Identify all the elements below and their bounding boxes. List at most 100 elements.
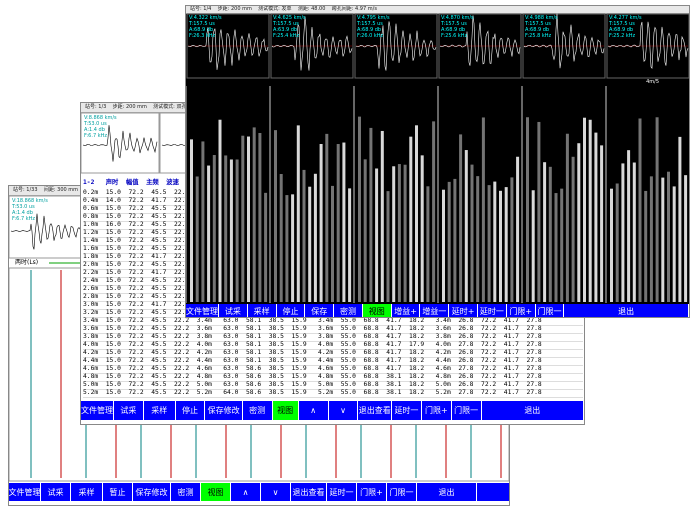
table-header: 1-2 声时 幅值 主频 波速 测点: [83, 179, 200, 186]
table-row: 4.8m 15.0 72.2 45.5 22.2 4.8m 63.0 58.6 …: [83, 373, 583, 382]
scan-bar: [678, 136, 682, 302]
info-line: F:25.8 kHz: [525, 33, 552, 39]
toolbar-button[interactable]: 试采: [41, 483, 71, 501]
table-row: 4.2m 15.0 72.2 45.5 22.2 4.2m 63.0 58.1 …: [83, 349, 583, 358]
toolbar-button[interactable]: 保存: [305, 304, 335, 317]
toolbar-button[interactable]: 暂止: [103, 483, 133, 501]
info-line: V:4.988 km/s: [525, 15, 558, 21]
info-line: T:157.5 us: [189, 21, 215, 27]
scan-bar: [229, 159, 233, 302]
toolbar-button[interactable]: 退出: [564, 304, 689, 317]
toolbar-button[interactable]: 文件管理: [9, 483, 41, 501]
toolbar-button[interactable]: 延时+: [449, 304, 479, 317]
toolbar-button[interactable]: 退出: [482, 401, 584, 420]
wave-info: V:4.625 km/s T:157.5 us A:63.9 db F:25.4 kH…: [273, 15, 306, 39]
toolbar-button[interactable]: 门限一: [387, 483, 417, 501]
toolbar-button[interactable]: 密测: [243, 401, 273, 420]
waveform: [82, 125, 158, 162]
toolbar-button[interactable]: 采样: [71, 483, 103, 501]
toolbar-button[interactable]: 采样: [144, 401, 176, 420]
scan-bar: [212, 155, 216, 302]
scan-bar: [420, 155, 424, 302]
info-line: F:26.3 kHz: [189, 33, 216, 39]
info-line: A:63.9 db: [273, 27, 298, 33]
toolbar-button[interactable]: ∨: [329, 401, 359, 420]
toolbar-button[interactable]: 退出: [417, 483, 477, 501]
front-window: 站号: 1/4 步距: 200 mm 测试模式: 发单 测距: 48.00 跨孔…: [185, 5, 690, 318]
waveform: [187, 27, 269, 70]
toolbar-button[interactable]: 保存修改: [133, 483, 171, 501]
info-line: T:53.0 us: [84, 121, 107, 127]
info-line: F:26.0 kHz: [357, 33, 384, 39]
scan-bar: [638, 118, 642, 302]
toolbar-button[interactable]: 门限一: [452, 401, 482, 420]
toolbar-button[interactable]: 延时一: [478, 304, 507, 317]
table-row: 3.4m 15.0 72.2 45.5 22.2 3.4m 63.0 58.1 …: [83, 317, 583, 326]
table-row: 4.4m 15.0 72.2 45.5 22.2 4.4m 63.0 58.1 …: [83, 357, 583, 366]
scan-bar: [543, 162, 547, 302]
scan-bar: [504, 187, 508, 302]
toolbar-button[interactable]: 采样: [248, 304, 277, 317]
scan-bar: [481, 117, 485, 303]
toolbar: 文件管理 试采 采样 暂止 保存修改 密测 视图 ∧ ∨ 退出查看 延时一 门限+ 门限一 退出: [9, 483, 509, 501]
toolbar-button[interactable]: 门限+: [357, 483, 387, 501]
info-line: V:4.322 km/s: [189, 15, 222, 21]
table-row: 5.0m 15.0 72.2 45.5 22.2 5.0m 63.0 58.6 …: [83, 381, 583, 390]
toolbar-button[interactable]: ∧: [299, 401, 329, 420]
scan-bar: [432, 121, 436, 302]
scan-bar: [487, 185, 491, 302]
info-line: A:68.9 db: [525, 27, 550, 33]
toolbar-button[interactable]: 视图: [272, 401, 299, 420]
toolbar-button[interactable]: 文件管理: [186, 304, 219, 317]
toolbar-button[interactable]: 门限+: [422, 401, 452, 420]
toolbar-button[interactable]: 增益+: [392, 304, 421, 317]
toolbar-button[interactable]: 退出查看: [291, 483, 327, 501]
toolbar-button[interactable]: 增益一: [420, 304, 450, 317]
toolbar-button[interactable]: 停止: [277, 304, 306, 317]
scan-bar: [279, 174, 283, 302]
toolbar-button[interactable]: 试采: [219, 304, 248, 317]
toolbar-button[interactable]: 试采: [114, 401, 144, 420]
scan-bar: [493, 181, 497, 302]
scan-bar: [526, 117, 529, 302]
scan-bar: [363, 159, 367, 302]
info-line: A:68.9 db: [357, 27, 382, 33]
toolbar-button[interactable]: 延时一: [392, 401, 422, 420]
info-line: V:4.625 km/s: [273, 15, 306, 21]
scan-bar: [548, 166, 552, 302]
toolbar-button[interactable]: 视图: [362, 304, 392, 317]
toolbar-button[interactable]: 退出查看: [358, 401, 393, 420]
scan-bar: [516, 156, 520, 302]
scan-bar: [264, 192, 268, 302]
toolbar-button[interactable]: 保存修改: [205, 401, 243, 420]
scan-bar: [510, 177, 514, 302]
toolbar-button[interactable]: 密测: [334, 304, 363, 317]
scan-bar: [627, 150, 631, 302]
toolbar-button[interactable]: ∧: [231, 483, 261, 501]
waveform: [523, 13, 605, 69]
wave-info: V:18.868 km/s T:53.0 us A:1.4 db F:6.7 kHz: [12, 198, 48, 222]
toolbar-button[interactable]: 门限一: [536, 304, 565, 317]
info-line: V:8.868 km/s: [84, 115, 117, 121]
toolbar-button[interactable]: 门限+: [507, 304, 536, 317]
info-line: T:157.5 us: [273, 21, 299, 27]
scan-bar: [470, 164, 474, 302]
scan-bar: [610, 188, 613, 302]
toolbar-button[interactable]: 视图: [201, 483, 231, 501]
wave-panel: [9, 195, 85, 259]
scan-bar: [285, 195, 289, 302]
scan-bar: [348, 188, 352, 302]
toolbar-button[interactable]: 延时一: [327, 483, 357, 501]
info-line: T:157.5 us: [609, 21, 635, 27]
waveform: [10, 213, 82, 250]
scan-bar: [594, 132, 598, 302]
scan-bar: [308, 186, 312, 302]
toolbar-button[interactable]: ∨: [261, 483, 291, 501]
scan-bar: [342, 142, 346, 302]
scan-bar: [577, 143, 581, 302]
wave-info: V:4.795 km/s T:157.5 us A:68.9 db F:26.0 kH…: [357, 15, 390, 39]
info-line: T:157.5 us: [357, 21, 383, 27]
toolbar-button[interactable]: 密测: [171, 483, 201, 501]
toolbar-button[interactable]: 停止: [176, 401, 206, 420]
toolbar-button[interactable]: 文件管理: [81, 401, 114, 420]
